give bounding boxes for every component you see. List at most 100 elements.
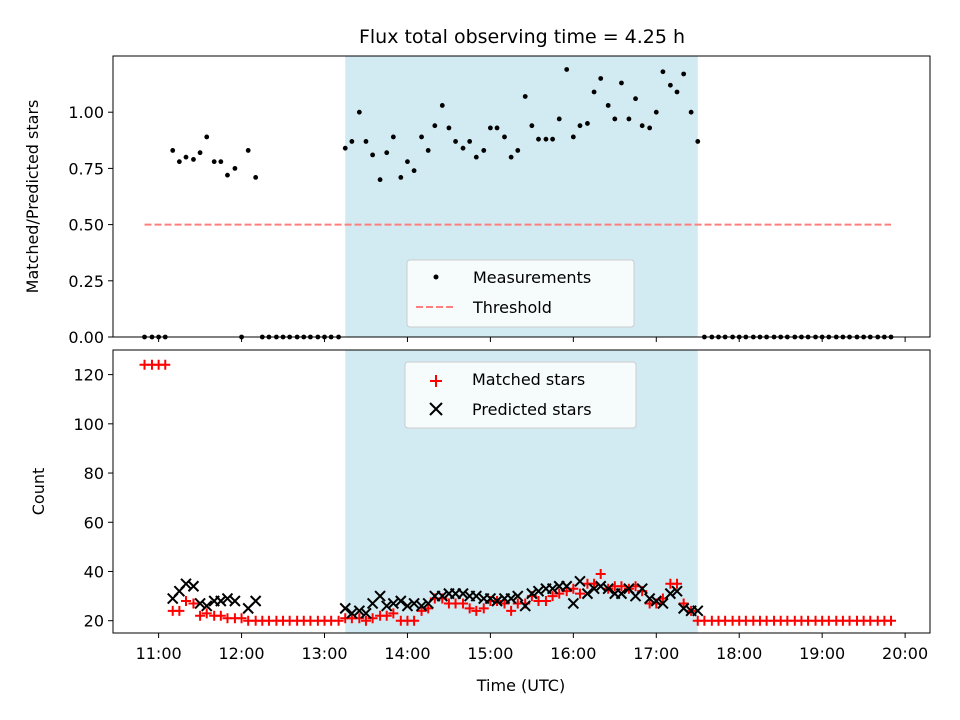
bottom-y-tick-label: 60 [84, 513, 104, 532]
predicted-star-point [636, 582, 648, 595]
top-plot-frame [112, 55, 931, 338]
measurement-point [467, 139, 473, 144]
measurement-point [502, 134, 507, 140]
top-y-tick-label: 0.25 [68, 272, 104, 291]
predicted-star-point [339, 602, 351, 615]
predicted-star-point [526, 587, 538, 600]
predicted-star-point [436, 590, 448, 602]
measurement-point [446, 125, 452, 131]
measurement-point [349, 139, 355, 144]
matched-star-point [499, 598, 510, 609]
matched-star-point [471, 605, 482, 616]
predicted-star-point [692, 605, 704, 617]
predicted-star-point [664, 587, 677, 600]
predicted-star-point [643, 592, 656, 605]
measurement-point [204, 134, 210, 140]
top-x-ticks [158, 337, 906, 342]
x-tick-label: 15:00 [467, 644, 513, 663]
predicted-star-point [346, 607, 358, 620]
predicted-star-point [595, 580, 607, 592]
predicted-star-point [546, 582, 559, 595]
legend-measurements-marker [433, 274, 439, 280]
x-tick-label: 13:00 [301, 644, 347, 663]
matched-star-point [160, 359, 171, 370]
measurement-point [536, 136, 541, 142]
matched-star-point [381, 610, 392, 621]
matched-star-point [574, 588, 585, 599]
measurement-point [674, 89, 680, 95]
predicted-star-point [512, 590, 524, 602]
measurement-point [390, 134, 396, 140]
measurement-point [556, 116, 562, 122]
matched-star-point [174, 605, 185, 616]
predicted-star-point [374, 590, 386, 602]
top-y-tick-label: 0.00 [68, 328, 104, 347]
measurement-point [515, 148, 521, 153]
x-tick-label: 11:00 [136, 644, 182, 663]
matched-star-point [547, 591, 558, 602]
matched-star-point [478, 603, 489, 614]
measurement-point [176, 159, 182, 165]
measurement-point [377, 177, 383, 183]
bottom-y-tick-label: 20 [84, 612, 104, 631]
bottom-y-axis-label: Count [29, 468, 48, 516]
matched-star-point [678, 598, 689, 609]
matched-star-point [416, 605, 427, 616]
measurement-point [218, 159, 224, 165]
legend-threshold-label: Threshold [472, 298, 552, 317]
predicted-star-point [201, 600, 213, 612]
measurement-point [191, 157, 196, 162]
measurement-point [647, 125, 653, 131]
measurement-point [245, 148, 251, 153]
measurement-point [419, 134, 424, 140]
chart-title: Flux total observing time = 4.25 h [359, 26, 685, 48]
predicted-stars-points [167, 575, 704, 620]
predicted-star-point [470, 590, 483, 602]
measurement-point [522, 94, 528, 99]
measurement-point [473, 154, 479, 160]
measurement-point [667, 82, 673, 88]
measurement-point [494, 125, 500, 131]
bottom-y-tick-label: 80 [84, 464, 104, 483]
measurement-point [342, 145, 348, 151]
top-panel: 0.00 0.25 0.50 0.75 1.00 Matched/Predicted s… [23, 55, 931, 347]
x-tick-label: 14:00 [384, 644, 430, 663]
matched-star-point [464, 603, 475, 614]
matched-star-point [188, 598, 199, 609]
predicted-star-point [180, 578, 192, 590]
measurement-points [142, 67, 894, 340]
legend-matched-marker [430, 375, 442, 387]
top-y-tick-label: 0.50 [68, 216, 104, 235]
measurement-point [653, 109, 659, 115]
measurement-point [585, 121, 590, 126]
x-axis-label: Time (UTC) [476, 676, 565, 695]
bottom-y-axis: 20 40 60 80 100 120 [73, 366, 113, 631]
measurement-point [460, 145, 466, 151]
bottom-plot-frame [112, 349, 931, 634]
measurement-point [384, 150, 390, 156]
predicted-star-point [560, 580, 573, 592]
predicted-star-point [505, 592, 517, 605]
x-tick-label: 16:00 [550, 644, 596, 663]
x-tick-label: 12:00 [219, 644, 265, 663]
predicted-star-point [532, 585, 545, 597]
legend-matched-label: Matched stars [472, 370, 585, 389]
measurement-point [398, 174, 404, 180]
measurement-point [481, 148, 487, 153]
measurement-point [681, 71, 687, 77]
predicted-star-point [588, 582, 600, 595]
predicted-star-point [408, 597, 420, 610]
measurement-point [487, 125, 493, 131]
predicted-star-point [401, 600, 414, 612]
predicted-star-point [229, 595, 241, 607]
x-tick-label: 19:00 [799, 644, 845, 663]
bottom-panel: 20 40 60 80 100 120 11:00 12:00 13:00 14:00 15:00… [29, 349, 931, 695]
top-legend: Measurements Threshold [406, 259, 635, 328]
measurement-point [633, 96, 638, 102]
predicted-star-point [457, 587, 469, 600]
predicted-star-point [415, 600, 428, 612]
measurement-point [695, 139, 701, 144]
top-y-tick-label: 0.75 [68, 159, 104, 178]
measurement-point [432, 123, 438, 129]
